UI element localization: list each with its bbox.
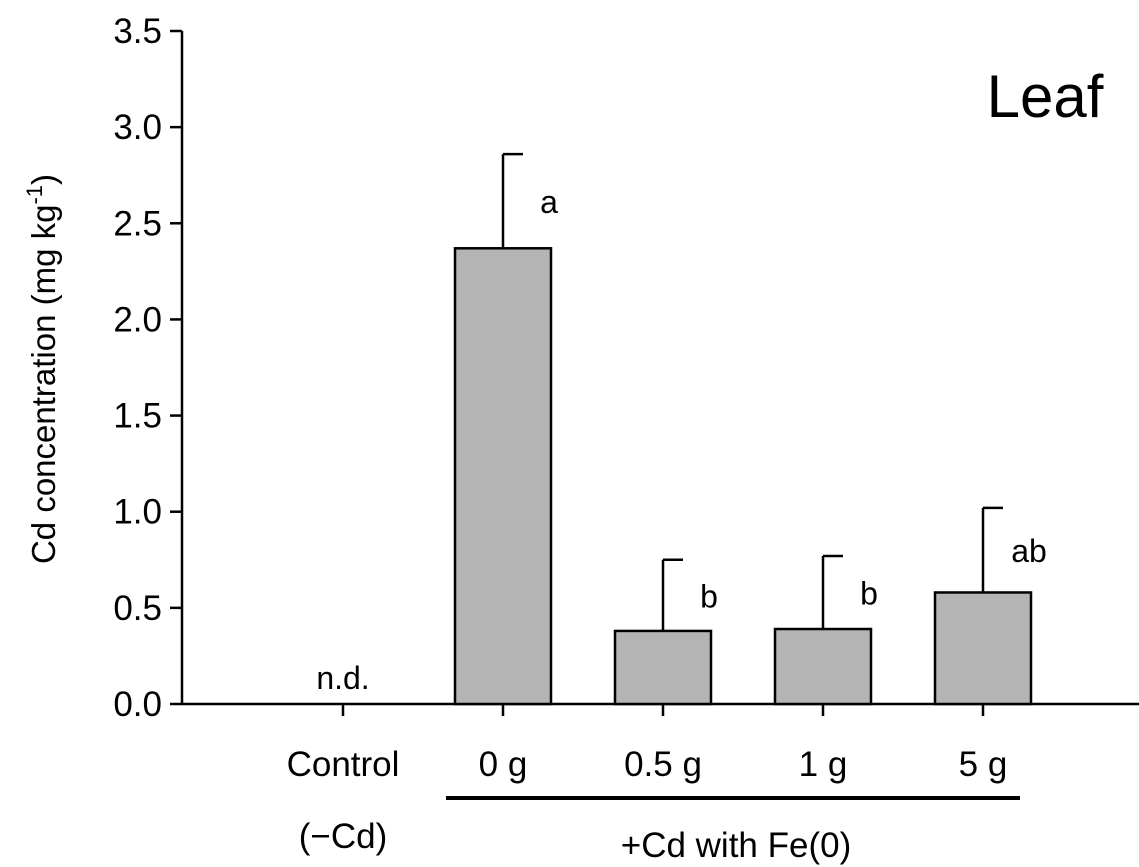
bar [613, 629, 713, 706]
category-labels: Control 0 g 0.5 g 1 g 5 g [287, 745, 1008, 784]
panel-label: Leaf [987, 63, 1104, 130]
significance-label: a [540, 184, 558, 220]
bar [773, 627, 873, 706]
category-label: Control [287, 745, 400, 784]
y-tick-label: 2.0 [113, 300, 162, 339]
y-axis-title: Cd concentration (mg kg-1) [22, 174, 62, 564]
bar [453, 247, 553, 706]
y-axis-title-close: ) [25, 174, 62, 185]
y-tick-label: 1.0 [113, 493, 162, 532]
y-axis-title-superscript: -1 [22, 185, 47, 205]
category-label: 0.5 g [624, 745, 702, 784]
significance-label: b [860, 575, 878, 611]
group-label: +Cd with Fe(0) [621, 826, 852, 865]
significance-labels: n.d.ab bab [316, 184, 1046, 696]
y-ticks: 0.0 0.5 1.0 1.5 2.0 2.5 3.0 3.5 [113, 12, 182, 724]
bar [933, 591, 1033, 706]
category-label: 1 g [799, 745, 848, 784]
x-ticks [341, 704, 985, 716]
nd-label: n.d. [316, 660, 369, 696]
y-axis-title-main: Cd concentration (mg kg [25, 205, 62, 565]
bars [453, 247, 1033, 706]
y-tick-label: 1.5 [113, 397, 162, 436]
y-tick-label: 3.5 [113, 12, 162, 51]
category-label: 5 g [959, 745, 1008, 784]
significance-label: b [700, 578, 718, 614]
significance-label: ab [1011, 533, 1047, 569]
control-sublabel: (−Cd) [299, 817, 388, 856]
category-label: 0 g [479, 745, 528, 784]
error-bars [501, 152, 1003, 631]
y-tick-label: 2.5 [113, 204, 162, 243]
y-tick-label: 0.5 [113, 589, 162, 628]
y-tick-label: 0.0 [113, 685, 162, 724]
y-tick-label: 3.0 [113, 108, 162, 147]
